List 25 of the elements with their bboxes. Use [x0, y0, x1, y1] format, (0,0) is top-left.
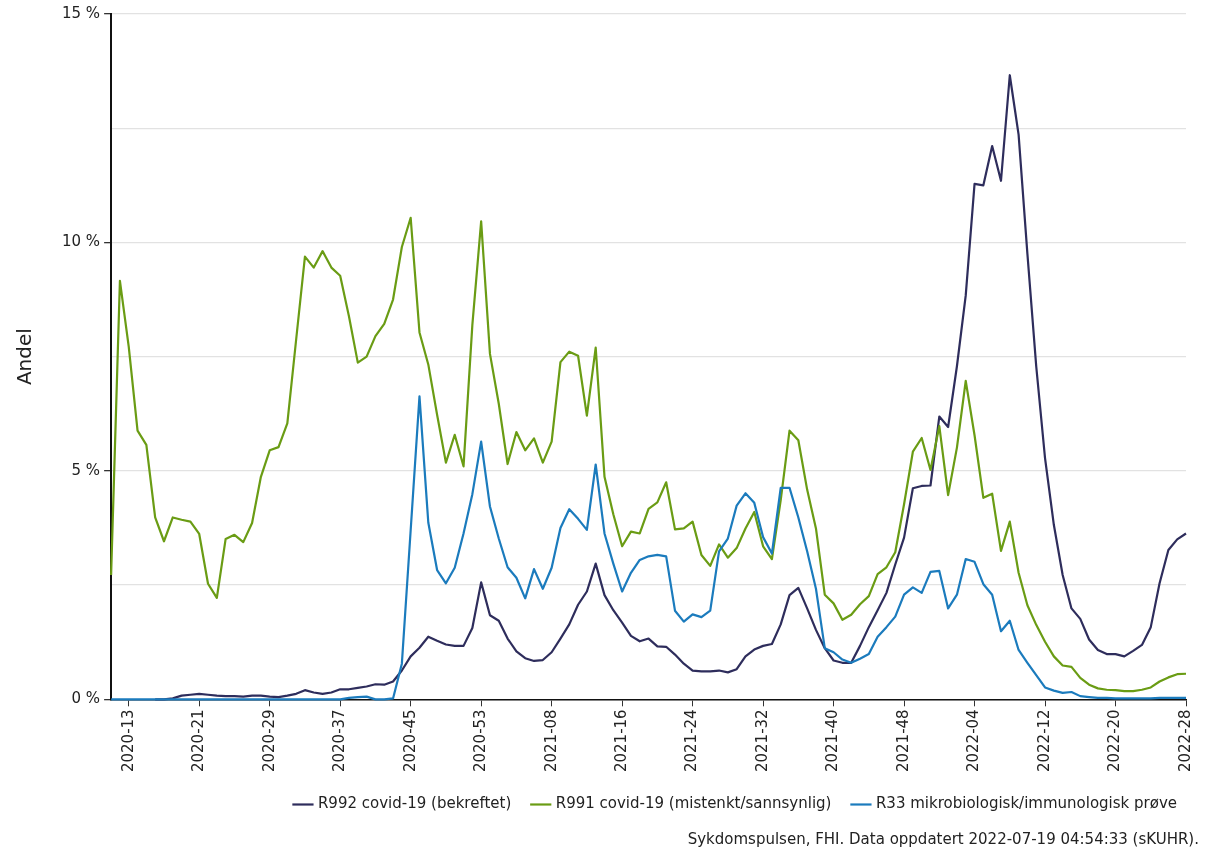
y-axis-title: Andel	[12, 328, 37, 386]
x-tick-label: 2020-13	[118, 709, 137, 773]
x-tick-label: 2021-32	[752, 709, 771, 773]
y-tick-label: 5 %	[71, 460, 101, 479]
legend-label: R33 mikrobiologisk/immunologisk prøve	[875, 794, 1178, 813]
x-tick-label: 2020-53	[471, 709, 490, 773]
x-tick-label: 2021-40	[823, 709, 842, 773]
y-tick-label: 0 %	[71, 689, 101, 708]
x-tick-label: 2021-48	[893, 709, 912, 773]
x-tick-label: 2022-12	[1034, 709, 1053, 773]
text: Sykdomspulsen, FHI. Data oppdatert 2022-07-19 04:54:33 (sKUHR).	[687, 830, 1199, 848]
x-tick-label: 2020-37	[330, 709, 349, 773]
x-tick-label: 2022-04	[964, 709, 983, 773]
x-tick-label: 2021-08	[541, 709, 560, 773]
x-tick-label: 2022-28	[1175, 709, 1194, 773]
x-tick-label: 2021-16	[612, 709, 631, 773]
x-tick-label: 2020-29	[259, 709, 278, 773]
legend-label: R992 covid-19 (bekreftet)	[317, 794, 512, 813]
y-tick-label: 10 %	[62, 232, 101, 251]
x-tick-label: 2021-24	[682, 709, 701, 773]
x-tick-label: 2020-21	[189, 709, 208, 773]
legend-label: R991 covid-19 (mistenkt/sannsynlig)	[555, 794, 832, 813]
y-tick-label: 15 %	[62, 3, 101, 22]
x-tick-label: 2022-20	[1105, 709, 1124, 773]
x-tick-label: 2020-45	[400, 709, 419, 773]
